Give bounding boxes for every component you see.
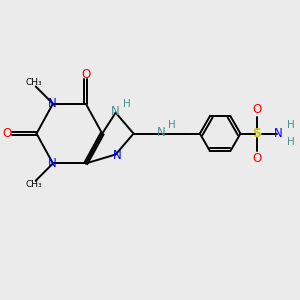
Text: CH₃: CH₃ (26, 78, 42, 87)
Text: H: H (123, 99, 131, 109)
Text: S: S (252, 127, 261, 140)
Text: N: N (47, 97, 56, 110)
Text: N: N (112, 149, 121, 162)
Text: N: N (274, 127, 283, 140)
Text: N: N (157, 126, 166, 139)
Text: N: N (110, 105, 119, 118)
Text: O: O (252, 152, 262, 165)
Text: N: N (47, 157, 56, 170)
Text: O: O (252, 103, 262, 116)
Text: H: H (168, 120, 176, 130)
Text: H: H (287, 137, 295, 147)
Text: O: O (2, 127, 11, 140)
Text: O: O (81, 68, 90, 81)
Text: CH₃: CH₃ (26, 180, 42, 189)
Text: H: H (287, 120, 295, 130)
